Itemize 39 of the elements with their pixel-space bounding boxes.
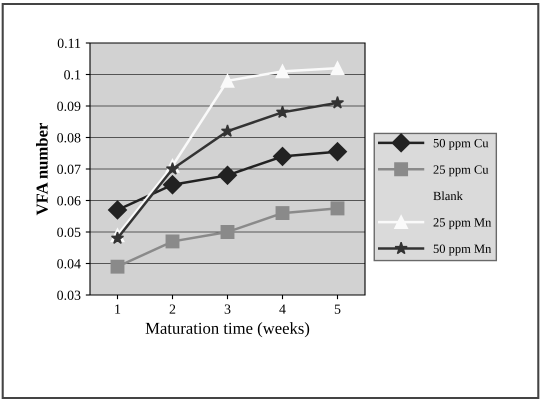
point xyxy=(218,166,238,185)
y-tick-label: 0.06 xyxy=(57,196,81,206)
point xyxy=(330,61,344,76)
y-tick-label: 0.07 xyxy=(57,164,81,174)
point xyxy=(110,260,124,274)
x-tick-label: 5 xyxy=(334,304,340,314)
point xyxy=(328,142,348,162)
point xyxy=(220,225,234,239)
text: Blank xyxy=(433,191,463,200)
x-tick-label: 1 xyxy=(115,304,120,314)
x-tick-label: 2 xyxy=(170,304,176,314)
legend-label: 25 ppm Cu xyxy=(434,165,488,176)
point xyxy=(272,146,292,166)
point xyxy=(162,175,182,194)
y-tick-label: 0.05 xyxy=(57,228,80,238)
point xyxy=(166,162,180,175)
y-tick-label: 0.03 xyxy=(57,290,80,300)
point xyxy=(276,206,290,220)
y-tick-label: 0.04 xyxy=(57,259,81,269)
legend-label: 25 ppm Mn xyxy=(434,218,492,230)
y-tick-label: 0.09 xyxy=(57,102,80,112)
x-tick-label: 4 xyxy=(279,304,286,314)
y-tick-label: 0.11 xyxy=(58,38,80,48)
point xyxy=(108,200,128,220)
point xyxy=(330,201,344,216)
legend-label: 50 ppm Cu xyxy=(434,138,488,150)
point xyxy=(330,96,344,109)
x-axis-title: Maturation time (weeks) xyxy=(146,322,310,338)
legend-label: 50 ppm Mn xyxy=(434,244,492,256)
point xyxy=(166,234,180,248)
point xyxy=(276,64,290,78)
point xyxy=(220,124,234,137)
point xyxy=(276,105,290,118)
y-tick-label: 0.1 xyxy=(64,70,80,80)
y-axis-title: VFA number xyxy=(36,122,48,216)
x-tick-label: 3 xyxy=(224,304,230,314)
point xyxy=(220,74,234,88)
point xyxy=(110,231,124,244)
y-tick-label: 0.08 xyxy=(57,133,80,143)
